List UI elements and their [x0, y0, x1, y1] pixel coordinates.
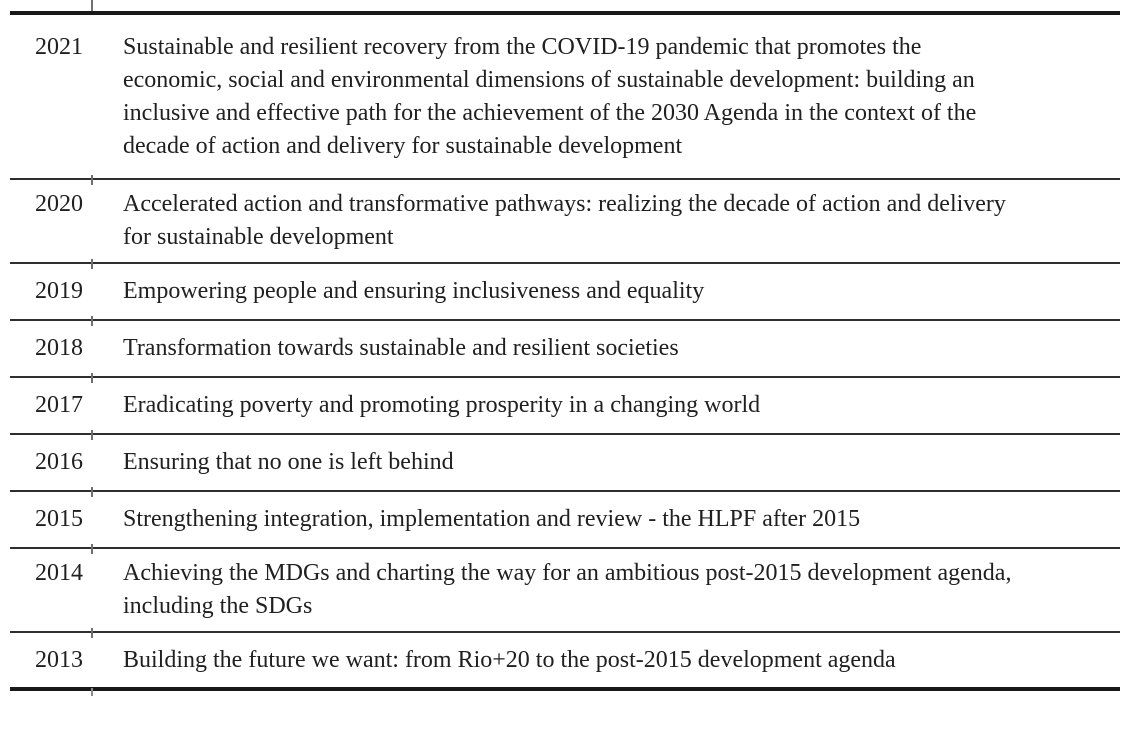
table-row: 2014 Achieving the MDGs and charting the…	[10, 549, 1120, 638]
table-row: 2019 Empowering people and ensuring incl…	[10, 264, 1120, 326]
theme-cell: Strengthening integration, implementatio…	[123, 506, 861, 532]
hlpf-annual-themes-table: 2021 Sustainable and resilient recovery …	[10, 0, 1120, 696]
theme-cell: Empowering people and ensuring inclusive…	[123, 278, 705, 304]
table-row: 2016 Ensuring that no one is left behind	[10, 435, 1120, 497]
year-cell: 2021	[35, 34, 83, 60]
year-cell: 2018	[35, 335, 83, 361]
table-row: 2015 Strengthening integration, implemen…	[10, 492, 1120, 554]
theme-cell: Transformation towards sustainable and r…	[123, 335, 679, 361]
year-cell: 2016	[35, 449, 83, 475]
table-row: 2020 Accelerated action and transformati…	[10, 180, 1120, 269]
year-cell: 2014	[35, 560, 83, 586]
theme-cell: Ensuring that no one is left behind	[123, 449, 454, 475]
year-cell: 2019	[35, 278, 83, 304]
table-row: 2017 Eradicating poverty and promoting p…	[10, 378, 1120, 440]
theme-cell: Accelerated action and transformative pa…	[123, 191, 1006, 250]
theme-cell: Eradicating poverty and promoting prospe…	[123, 392, 761, 418]
theme-cell: Sustainable and resilient recovery from …	[123, 34, 977, 159]
year-cell: 2015	[35, 506, 83, 532]
table-row: 2013 Building the future we want: from R…	[10, 633, 1120, 696]
table-row: 2018 Transformation towards sustainable …	[10, 321, 1120, 383]
year-cell: 2017	[35, 392, 83, 418]
table-row: 2021 Sustainable and resilient recovery …	[10, 15, 1120, 185]
theme-cell: Achieving the MDGs and charting the way …	[123, 560, 1012, 619]
year-cell: 2013	[35, 647, 83, 673]
year-cell: 2020	[35, 191, 83, 217]
theme-cell: Building the future we want: from Rio+20…	[123, 647, 896, 673]
